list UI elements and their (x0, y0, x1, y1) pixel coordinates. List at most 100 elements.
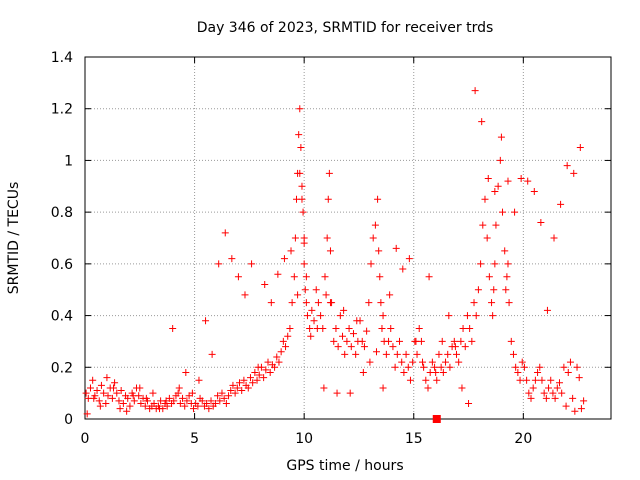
data-point (413, 350, 421, 358)
data-point (516, 376, 524, 384)
data-point (491, 260, 499, 268)
data-point (461, 343, 469, 351)
data-point (375, 247, 383, 255)
data-point (174, 389, 182, 397)
data-point (352, 350, 360, 358)
data-point (463, 312, 471, 320)
axes (84, 56, 612, 420)
data-point (169, 325, 177, 332)
data-point (446, 363, 454, 371)
data-point (302, 273, 310, 281)
data-point (136, 384, 144, 392)
data-point (298, 195, 306, 203)
data-point (409, 358, 417, 366)
data-point (377, 299, 385, 307)
data-point (497, 133, 505, 141)
data-point (518, 358, 526, 366)
data-point (419, 358, 427, 366)
data-point (400, 368, 408, 376)
data-point (553, 384, 561, 392)
data-point (545, 384, 553, 392)
data-point (294, 291, 302, 299)
data-point (371, 221, 379, 229)
data-point (330, 337, 338, 345)
data-point (126, 402, 134, 410)
data-point (89, 376, 97, 384)
data-point (299, 208, 307, 216)
data-point (576, 144, 584, 151)
data-point (227, 387, 235, 395)
data-point (142, 394, 150, 402)
data-point (215, 260, 223, 268)
data-point (218, 389, 226, 397)
data-point (90, 394, 98, 402)
data-point (194, 402, 202, 410)
x-tick-label: 15 (405, 431, 423, 447)
data-point (113, 389, 121, 397)
data-point (181, 402, 189, 410)
data-point (457, 337, 465, 345)
data-point (97, 381, 105, 389)
data-point (379, 384, 387, 392)
data-point (529, 384, 537, 392)
data-point (543, 306, 551, 314)
data-points (83, 87, 588, 423)
data-point (100, 389, 108, 397)
data-point (149, 389, 157, 397)
data-point (267, 299, 275, 307)
data-point (386, 291, 394, 299)
data-point (523, 376, 531, 384)
data-point (385, 337, 393, 345)
data-point (300, 260, 308, 268)
data-point (505, 299, 513, 307)
data-point (238, 387, 246, 395)
data-point (225, 392, 233, 400)
data-point (415, 325, 423, 332)
data-point (275, 358, 283, 366)
data-point (95, 397, 103, 405)
data-point (494, 182, 502, 190)
data-point (233, 384, 241, 392)
data-point (564, 368, 572, 376)
data-point (399, 265, 407, 273)
data-point (273, 353, 281, 361)
data-point (345, 325, 353, 332)
data-point (542, 394, 550, 402)
data-point (325, 169, 333, 177)
data-point (520, 363, 528, 371)
data-point (339, 332, 347, 340)
data-point (540, 389, 548, 397)
data-point (366, 358, 374, 366)
data-point (296, 169, 304, 177)
data-point (527, 394, 535, 402)
data-point (195, 376, 203, 384)
data-point (481, 195, 489, 203)
data-point (501, 247, 509, 255)
data-point (246, 374, 254, 382)
data-point (340, 306, 348, 314)
data-point (229, 381, 237, 389)
data-point (291, 234, 299, 242)
data-point (104, 392, 112, 400)
data-point (382, 350, 390, 358)
data-point (282, 343, 290, 351)
data-point (374, 195, 382, 203)
data-point (517, 175, 525, 183)
data-point (117, 387, 125, 395)
data-point (349, 330, 357, 338)
data-point (119, 399, 127, 407)
data-point (496, 156, 504, 164)
data-point (387, 325, 395, 332)
y-tick-label: 1.2 (51, 102, 73, 118)
data-point (286, 325, 294, 332)
data-point (514, 368, 522, 376)
data-point (150, 399, 158, 407)
data-point (511, 208, 519, 216)
data-point (479, 221, 487, 229)
x-tick-label: 5 (190, 431, 199, 447)
y-tick-label: 1 (64, 153, 73, 169)
data-point (363, 327, 371, 335)
data-point (483, 234, 491, 242)
data-point (326, 247, 334, 255)
data-point (562, 402, 570, 410)
